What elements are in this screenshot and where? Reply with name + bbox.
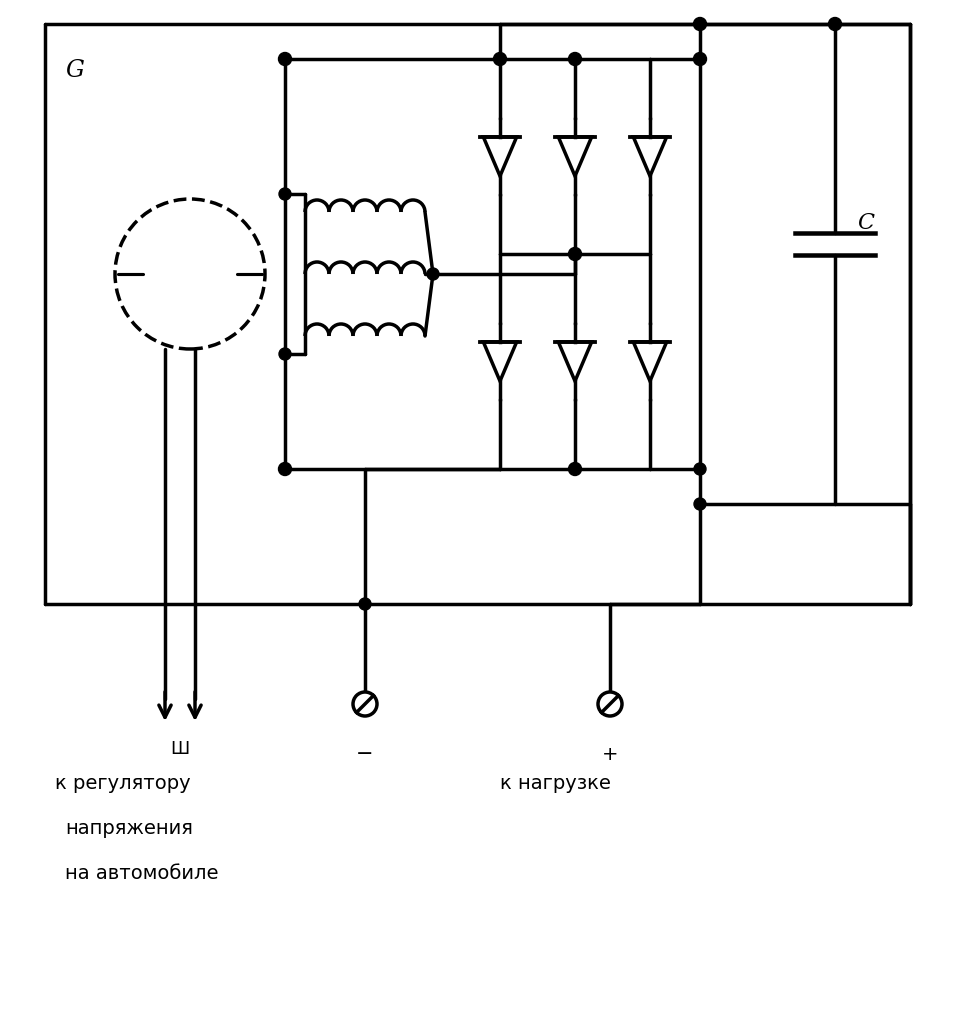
- Text: напряжения: напряжения: [65, 819, 193, 838]
- Circle shape: [279, 52, 291, 66]
- Circle shape: [279, 463, 291, 475]
- Text: Ш: Ш: [171, 740, 190, 758]
- Circle shape: [279, 348, 291, 360]
- Circle shape: [568, 52, 582, 66]
- Text: C: C: [857, 212, 874, 234]
- Circle shape: [359, 598, 371, 610]
- Circle shape: [694, 52, 706, 66]
- Circle shape: [598, 692, 622, 716]
- Circle shape: [279, 188, 291, 200]
- Circle shape: [353, 692, 377, 716]
- Circle shape: [568, 248, 582, 260]
- Circle shape: [568, 463, 582, 475]
- Text: +: +: [602, 744, 618, 764]
- Circle shape: [829, 17, 841, 31]
- Circle shape: [694, 463, 706, 475]
- Text: −: −: [356, 744, 374, 764]
- Text: к нагрузке: к нагрузке: [500, 774, 611, 793]
- Circle shape: [493, 52, 507, 66]
- Text: G: G: [65, 59, 84, 82]
- Text: на автомобиле: на автомобиле: [65, 864, 218, 883]
- Text: к регулятору: к регулятору: [55, 774, 191, 793]
- Circle shape: [427, 268, 439, 280]
- Circle shape: [694, 498, 706, 510]
- Circle shape: [694, 17, 706, 31]
